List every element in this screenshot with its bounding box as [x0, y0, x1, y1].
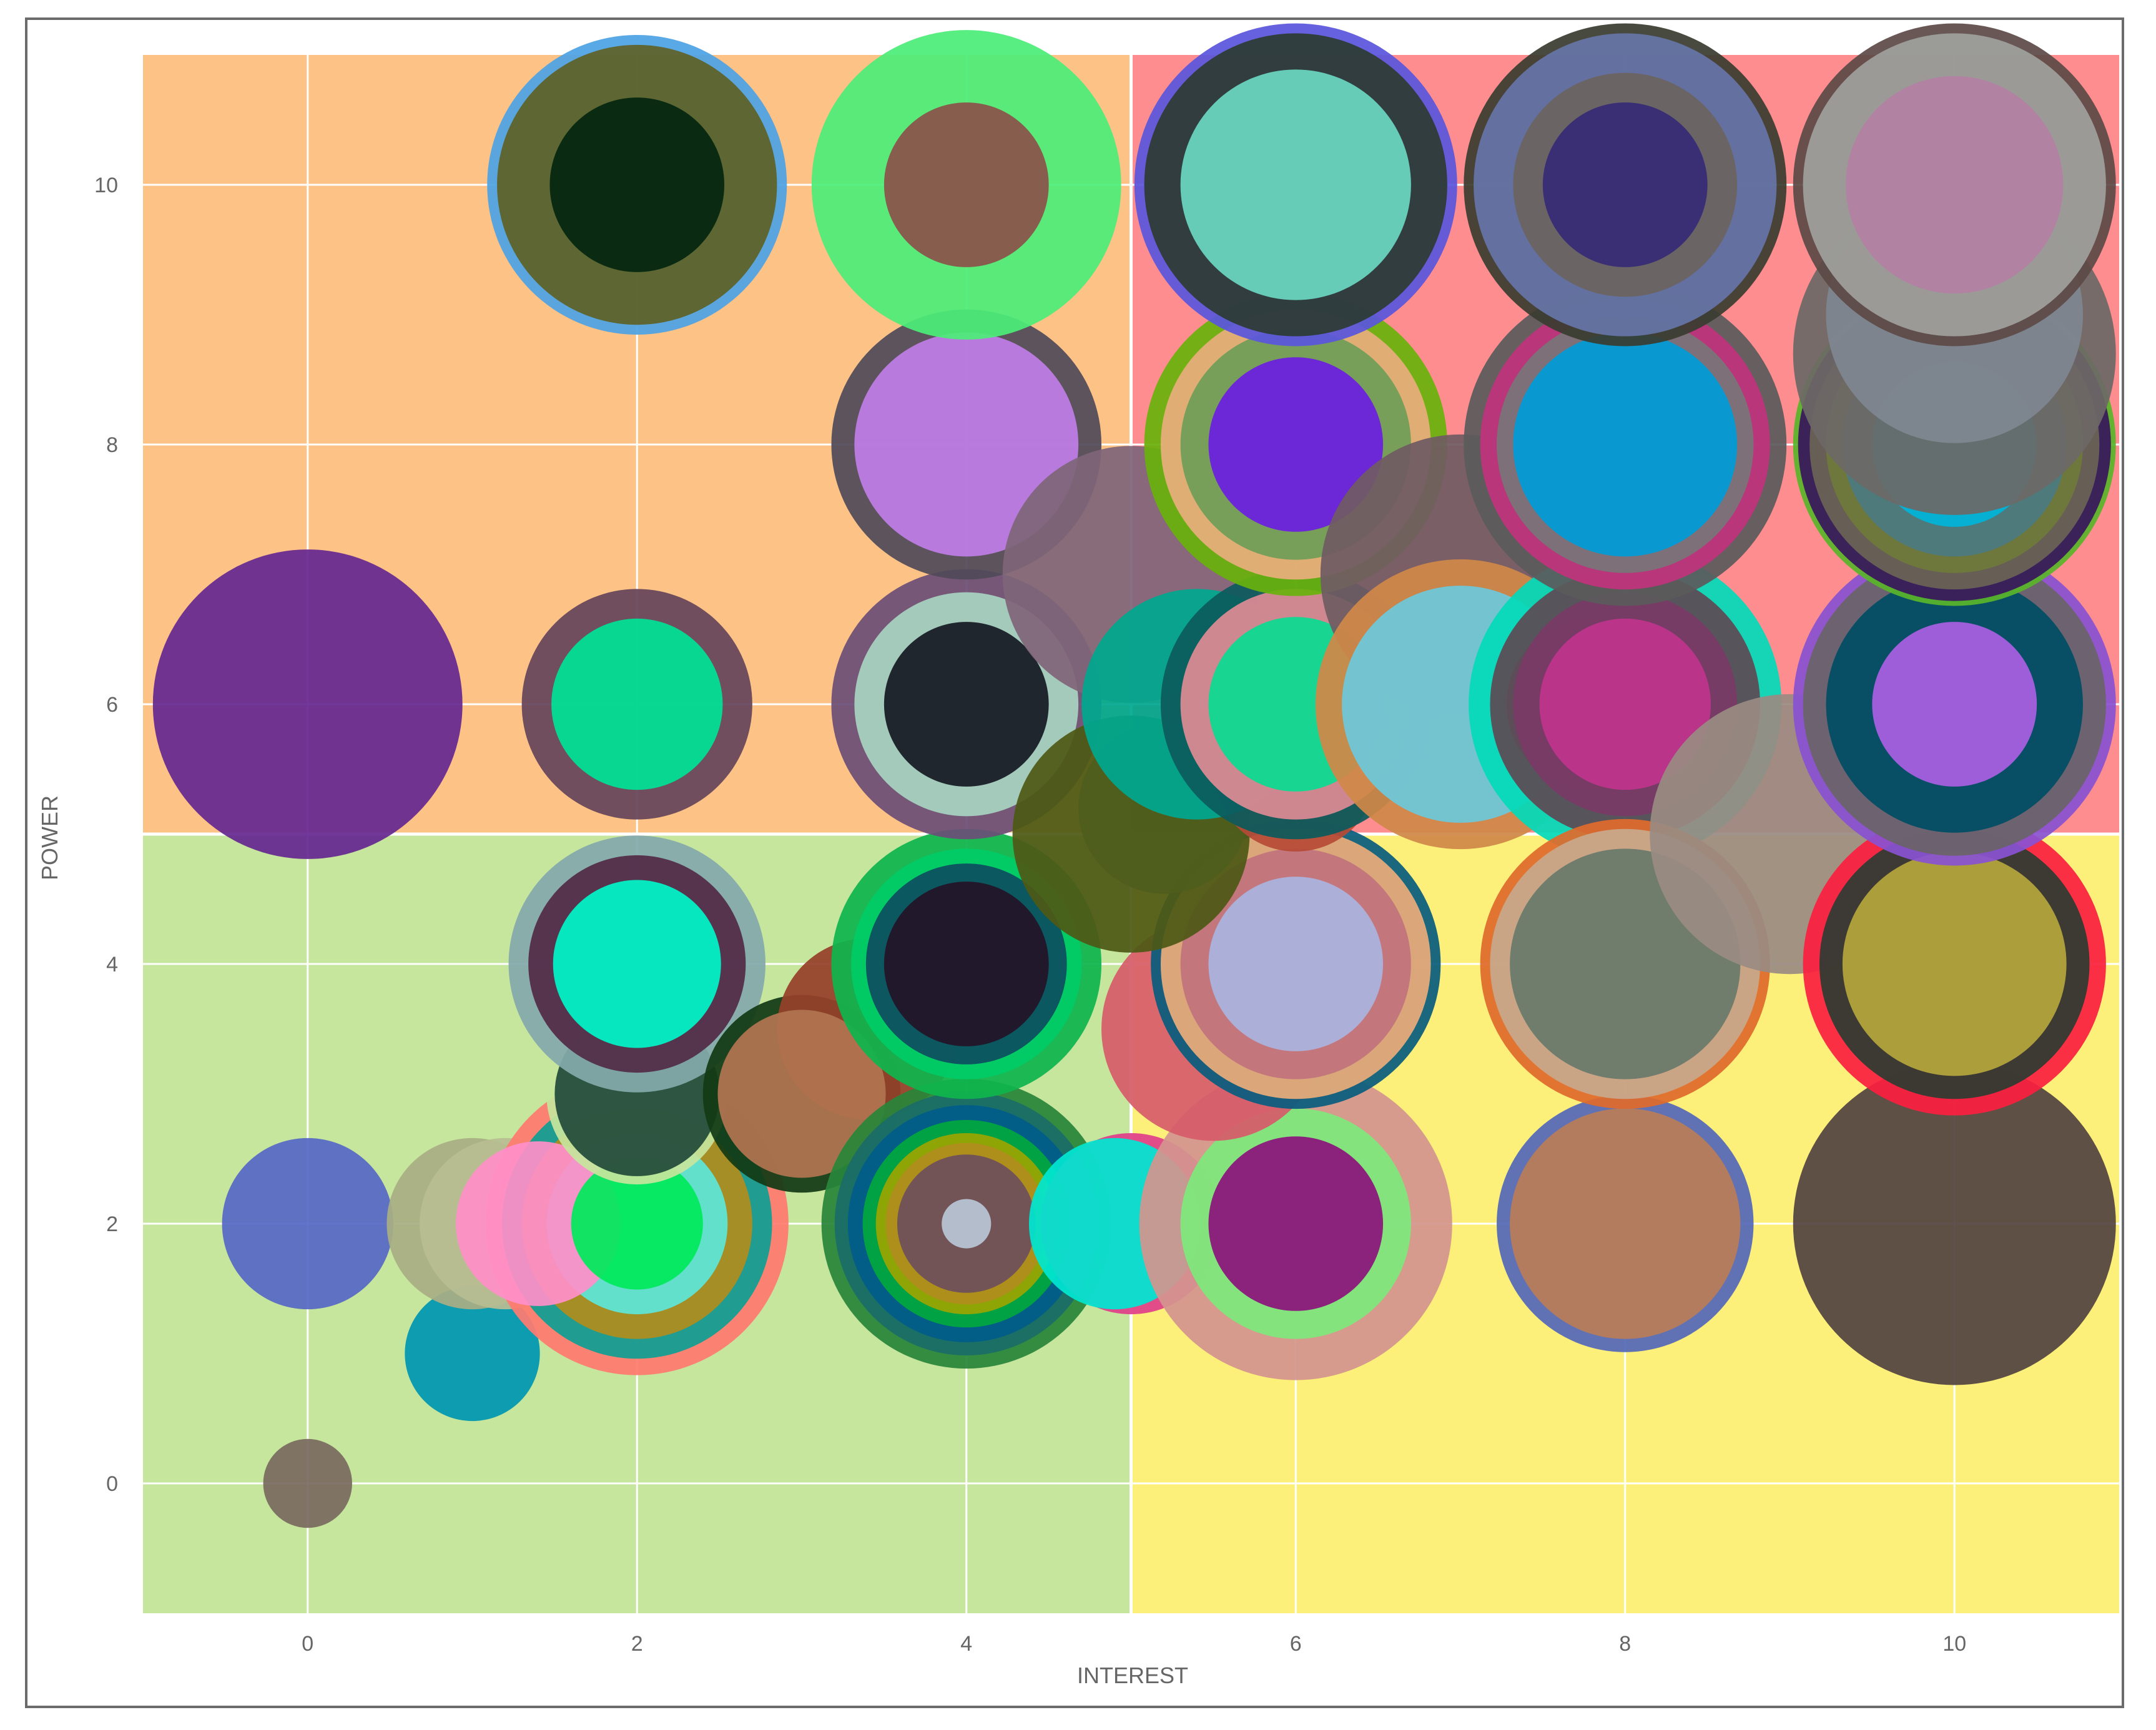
bubble	[222, 1138, 393, 1310]
y-axis-title: POWER	[37, 795, 62, 880]
bubble	[1539, 618, 1711, 790]
y-tick-label: 0	[106, 1472, 118, 1496]
x-tick-label: 2	[631, 1632, 643, 1656]
y-tick-label: 6	[106, 693, 118, 717]
bubble	[1542, 102, 1708, 267]
bubble	[571, 1157, 703, 1290]
bubble	[884, 622, 1049, 787]
bubble	[717, 1010, 886, 1178]
bubble	[1208, 357, 1384, 532]
x-axis-ticks: 0 2 4 6 8 10	[302, 1632, 1966, 1656]
bubble	[405, 1285, 540, 1422]
bubble	[1846, 76, 2064, 294]
y-tick-label: 8	[106, 433, 118, 457]
bubble-layer	[152, 23, 2116, 1528]
x-tick-label: 4	[960, 1632, 972, 1656]
bubble	[1872, 622, 2037, 787]
x-tick-label: 6	[1290, 1632, 1302, 1656]
bubble	[1208, 1136, 1384, 1311]
bubble	[854, 332, 1079, 557]
bubble	[1842, 852, 2067, 1076]
bubble	[456, 1141, 621, 1306]
bubble-chart: 0 2 4 6 8 10 0 2 4 6 8 10 INTEREST POWER	[37, 23, 2119, 1688]
bubble	[1513, 332, 1738, 557]
bubble	[553, 880, 721, 1048]
y-tick-label: 2	[106, 1212, 118, 1236]
x-tick-label: 10	[1942, 1632, 1966, 1656]
bubble	[1208, 877, 1384, 1051]
bubble	[1793, 1062, 2116, 1385]
y-tick-label: 10	[94, 174, 118, 197]
x-axis-title: INTEREST	[1077, 1663, 1188, 1688]
bubble	[1510, 1108, 1741, 1339]
bubble	[884, 882, 1049, 1046]
bubble	[884, 102, 1049, 267]
bubble	[551, 618, 723, 790]
x-tick-label: 8	[1619, 1632, 1631, 1656]
chart-frame: 0 2 4 6 8 10 0 2 4 6 8 10 INTEREST POWER	[25, 17, 2124, 1708]
y-axis-ticks: 0 2 4 6 8 10	[94, 174, 118, 1496]
y-tick-label: 4	[106, 953, 118, 976]
x-tick-label: 0	[302, 1632, 313, 1656]
bubble	[549, 97, 725, 272]
bubble	[152, 549, 463, 859]
bubble	[263, 1438, 352, 1528]
bubble	[942, 1199, 992, 1249]
bubble	[1180, 69, 1411, 300]
